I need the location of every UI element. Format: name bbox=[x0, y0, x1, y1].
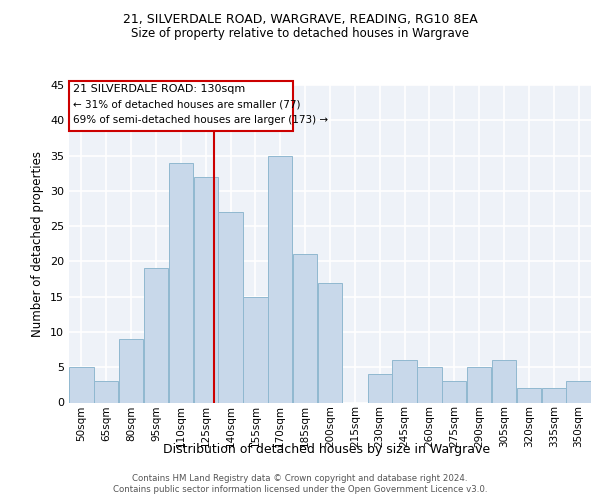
Text: 21, SILVERDALE ROAD, WARGRAVE, READING, RG10 8EA: 21, SILVERDALE ROAD, WARGRAVE, READING, … bbox=[122, 12, 478, 26]
Bar bbox=[392, 360, 417, 403]
Bar bbox=[268, 156, 292, 402]
Bar bbox=[69, 367, 94, 402]
Text: ← 31% of detached houses are smaller (77): ← 31% of detached houses are smaller (77… bbox=[73, 100, 301, 110]
Text: 21 SILVERDALE ROAD: 130sqm: 21 SILVERDALE ROAD: 130sqm bbox=[73, 84, 245, 94]
Text: Contains public sector information licensed under the Open Government Licence v3: Contains public sector information licen… bbox=[113, 485, 487, 494]
Bar bbox=[69, 82, 293, 131]
Bar bbox=[442, 382, 466, 402]
Bar bbox=[144, 268, 168, 402]
Text: Size of property relative to detached houses in Wargrave: Size of property relative to detached ho… bbox=[131, 28, 469, 40]
Text: Distribution of detached houses by size in Wargrave: Distribution of detached houses by size … bbox=[163, 442, 491, 456]
Text: Contains HM Land Registry data © Crown copyright and database right 2024.: Contains HM Land Registry data © Crown c… bbox=[132, 474, 468, 483]
Bar bbox=[318, 282, 342, 403]
Bar bbox=[94, 382, 118, 402]
Bar bbox=[243, 296, 268, 403]
Bar bbox=[194, 176, 218, 402]
Bar bbox=[566, 382, 591, 402]
Bar bbox=[467, 367, 491, 402]
Bar bbox=[169, 162, 193, 402]
Y-axis label: Number of detached properties: Number of detached properties bbox=[31, 151, 44, 337]
Bar bbox=[517, 388, 541, 402]
Text: 69% of semi-detached houses are larger (173) →: 69% of semi-detached houses are larger (… bbox=[73, 115, 328, 125]
Bar bbox=[218, 212, 243, 402]
Bar bbox=[542, 388, 566, 402]
Bar bbox=[368, 374, 392, 402]
Bar bbox=[119, 339, 143, 402]
Bar bbox=[293, 254, 317, 402]
Bar bbox=[417, 367, 442, 402]
Bar bbox=[492, 360, 516, 403]
